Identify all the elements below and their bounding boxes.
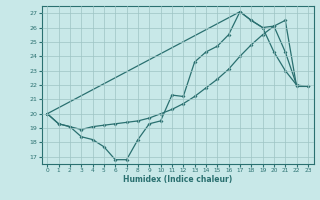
X-axis label: Humidex (Indice chaleur): Humidex (Indice chaleur) [123,175,232,184]
